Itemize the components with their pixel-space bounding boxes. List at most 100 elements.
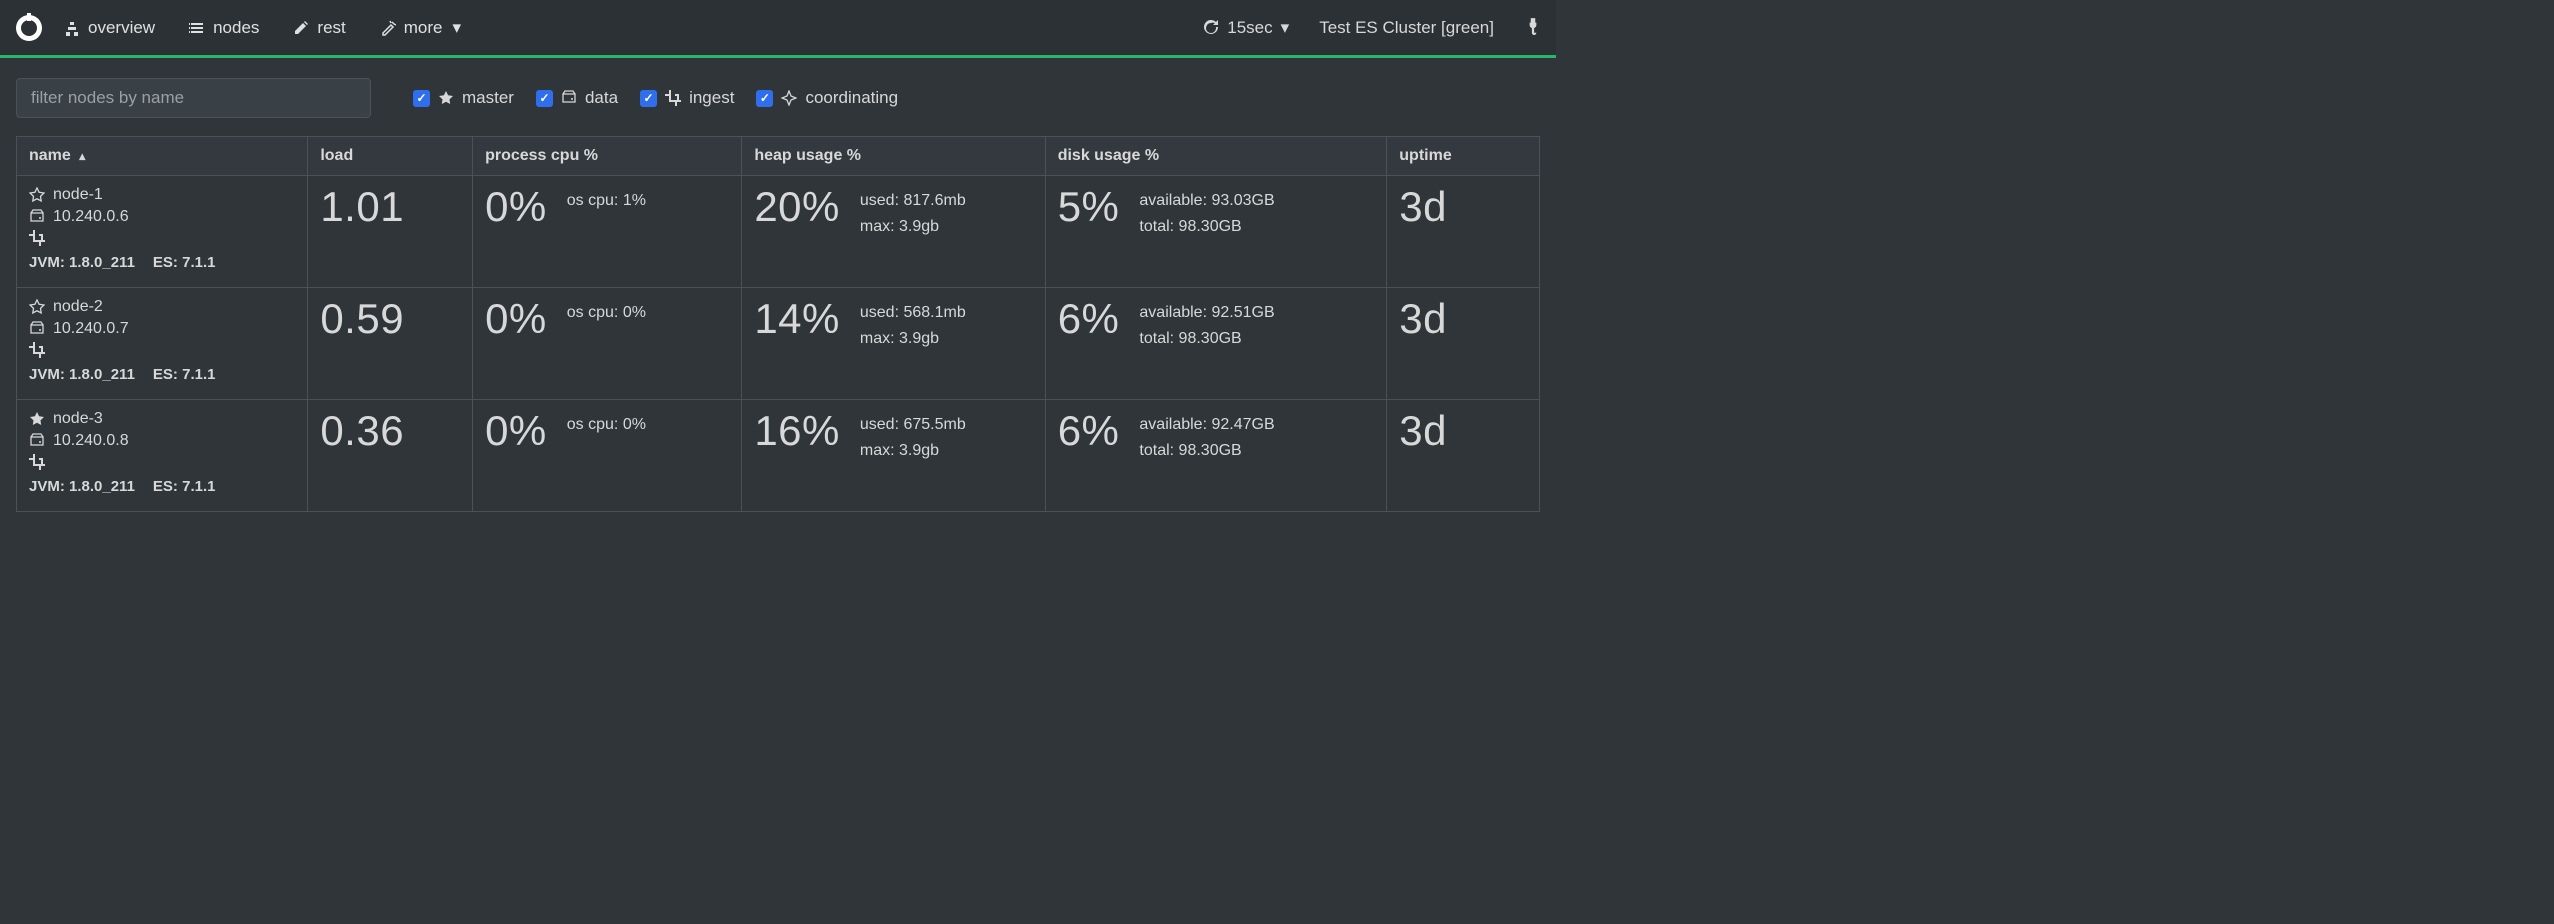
heap-used: 568.1mb [903, 304, 965, 321]
node-name[interactable]: node-1 [53, 186, 103, 204]
table-row: node-3 10.240.0.8 JVM: 1.8.0_211 ES: 7.1… [17, 400, 1540, 512]
cell-name: node-2 10.240.0.7 JVM: 1.8.0_211 ES: 7.1… [17, 288, 308, 400]
disk-available: 92.51GB [1211, 304, 1274, 321]
node-name[interactable]: node-3 [53, 410, 103, 428]
role-ingest-label: ingest [689, 88, 734, 108]
role-data-label: data [585, 88, 618, 108]
checkbox-icon: ✓ [640, 90, 657, 107]
col-uptime[interactable]: uptime [1387, 137, 1540, 176]
cluster-name[interactable]: Test ES Cluster [green] [1319, 18, 1494, 38]
heap-value: 20% [754, 186, 840, 228]
table-header-row: name ▴ load process cpu % heap usage % d… [17, 137, 1540, 176]
master-star-icon [29, 411, 45, 427]
hdd-icon [561, 90, 577, 106]
hdd-icon [29, 209, 45, 225]
node-name[interactable]: node-2 [53, 298, 103, 316]
role-data[interactable]: ✓ data [536, 88, 618, 108]
uptime-value: 3d [1399, 298, 1527, 340]
cell-disk: 6% available: 92.51GB total: 98.30GB [1045, 288, 1387, 400]
compass-icon [781, 90, 797, 106]
col-cpu[interactable]: process cpu % [473, 137, 742, 176]
crop-icon [29, 454, 45, 470]
hdd-icon [29, 433, 45, 449]
nav-more[interactable]: more ▾ [380, 18, 461, 38]
role-master-label: master [462, 88, 514, 108]
role-filters: ✓ master ✓ data ✓ ingest ✓ coordinating [413, 88, 898, 108]
crop-icon [665, 90, 681, 106]
cell-uptime: 3d [1387, 176, 1540, 288]
crop-icon [29, 342, 45, 358]
nav-rest[interactable]: rest [293, 18, 345, 38]
role-coordinating[interactable]: ✓ coordinating [756, 88, 898, 108]
cell-cpu: 0% os cpu: 1% [473, 176, 742, 288]
cpu-value: 0% [485, 410, 547, 452]
role-master[interactable]: ✓ master [413, 88, 514, 108]
heap-value: 14% [754, 298, 840, 340]
crop-icon [29, 230, 45, 246]
col-heap[interactable]: heap usage % [742, 137, 1045, 176]
chevron-down-icon: ▾ [453, 18, 462, 38]
uptime-value: 3d [1399, 186, 1527, 228]
node-ip: 10.240.0.6 [53, 208, 129, 226]
cell-cpu: 0% os cpu: 0% [473, 288, 742, 400]
load-value: 0.36 [320, 410, 460, 452]
cell-name: node-1 10.240.0.6 JVM: 1.8.0_211 ES: 7.1… [17, 176, 308, 288]
disk-value: 6% [1058, 298, 1120, 340]
sitemap-icon [64, 19, 80, 37]
heap-max: 3.9gb [899, 218, 939, 235]
app-logo[interactable] [14, 13, 44, 43]
disk-available: 93.03GB [1211, 192, 1274, 209]
cell-load: 0.36 [308, 400, 473, 512]
disk-value: 5% [1058, 186, 1120, 228]
top-nav: overview nodes rest more ▾ 15sec ▾ Test … [0, 0, 1556, 55]
cell-load: 1.01 [308, 176, 473, 288]
cell-load: 0.59 [308, 288, 473, 400]
checkbox-icon: ✓ [536, 90, 553, 107]
nav-more-label: more [404, 18, 443, 38]
cell-disk: 6% available: 92.47GB total: 98.30GB [1045, 400, 1387, 512]
nodes-table: name ▴ load process cpu % heap usage % d… [16, 136, 1540, 512]
disk-total: 98.30GB [1179, 330, 1242, 347]
filter-row: ✓ master ✓ data ✓ ingest ✓ coordinating [0, 58, 1556, 136]
heap-used: 817.6mb [903, 192, 965, 209]
node-ip: 10.240.0.8 [53, 432, 129, 450]
connect-button[interactable] [1524, 17, 1542, 38]
sort-asc-icon: ▴ [79, 149, 85, 163]
nav-overview-label: overview [88, 18, 155, 38]
col-load[interactable]: load [308, 137, 473, 176]
disk-value: 6% [1058, 410, 1120, 452]
edit-icon [293, 19, 309, 37]
nav-nodes[interactable]: nodes [189, 18, 259, 38]
wand-icon [380, 19, 396, 37]
cpu-value: 0% [485, 186, 547, 228]
heap-used: 675.5mb [903, 416, 965, 433]
checkbox-icon: ✓ [756, 90, 773, 107]
os-cpu-value: 1% [623, 192, 646, 209]
hdd-icon [29, 321, 45, 337]
chevron-down-icon: ▾ [1281, 18, 1290, 38]
role-ingest[interactable]: ✓ ingest [640, 88, 734, 108]
os-cpu-value: 0% [623, 304, 646, 321]
nav-overview[interactable]: overview [64, 18, 155, 38]
checkbox-icon: ✓ [413, 90, 430, 107]
nav-rest-label: rest [317, 18, 345, 38]
heap-value: 16% [754, 410, 840, 452]
col-disk[interactable]: disk usage % [1045, 137, 1387, 176]
cell-heap: 16% used: 675.5mb max: 3.9gb [742, 400, 1045, 512]
refresh-icon [1203, 19, 1219, 37]
cell-name: node-3 10.240.0.8 JVM: 1.8.0_211 ES: 7.1… [17, 400, 308, 512]
nav-right: 15sec ▾ Test ES Cluster [green] [1203, 17, 1542, 38]
cell-cpu: 0% os cpu: 0% [473, 400, 742, 512]
cell-disk: 5% available: 93.03GB total: 98.30GB [1045, 176, 1387, 288]
col-name[interactable]: name ▴ [17, 137, 308, 176]
nav-nodes-label: nodes [213, 18, 259, 38]
heap-max: 3.9gb [899, 330, 939, 347]
filter-input[interactable] [16, 78, 371, 118]
refresh-interval[interactable]: 15sec ▾ [1203, 18, 1289, 38]
disk-total: 98.30GB [1179, 218, 1242, 235]
refresh-label: 15sec [1227, 18, 1272, 38]
load-value: 0.59 [320, 298, 460, 340]
disk-available: 92.47GB [1211, 416, 1274, 433]
star-solid-icon [438, 90, 454, 106]
load-value: 1.01 [320, 186, 460, 228]
